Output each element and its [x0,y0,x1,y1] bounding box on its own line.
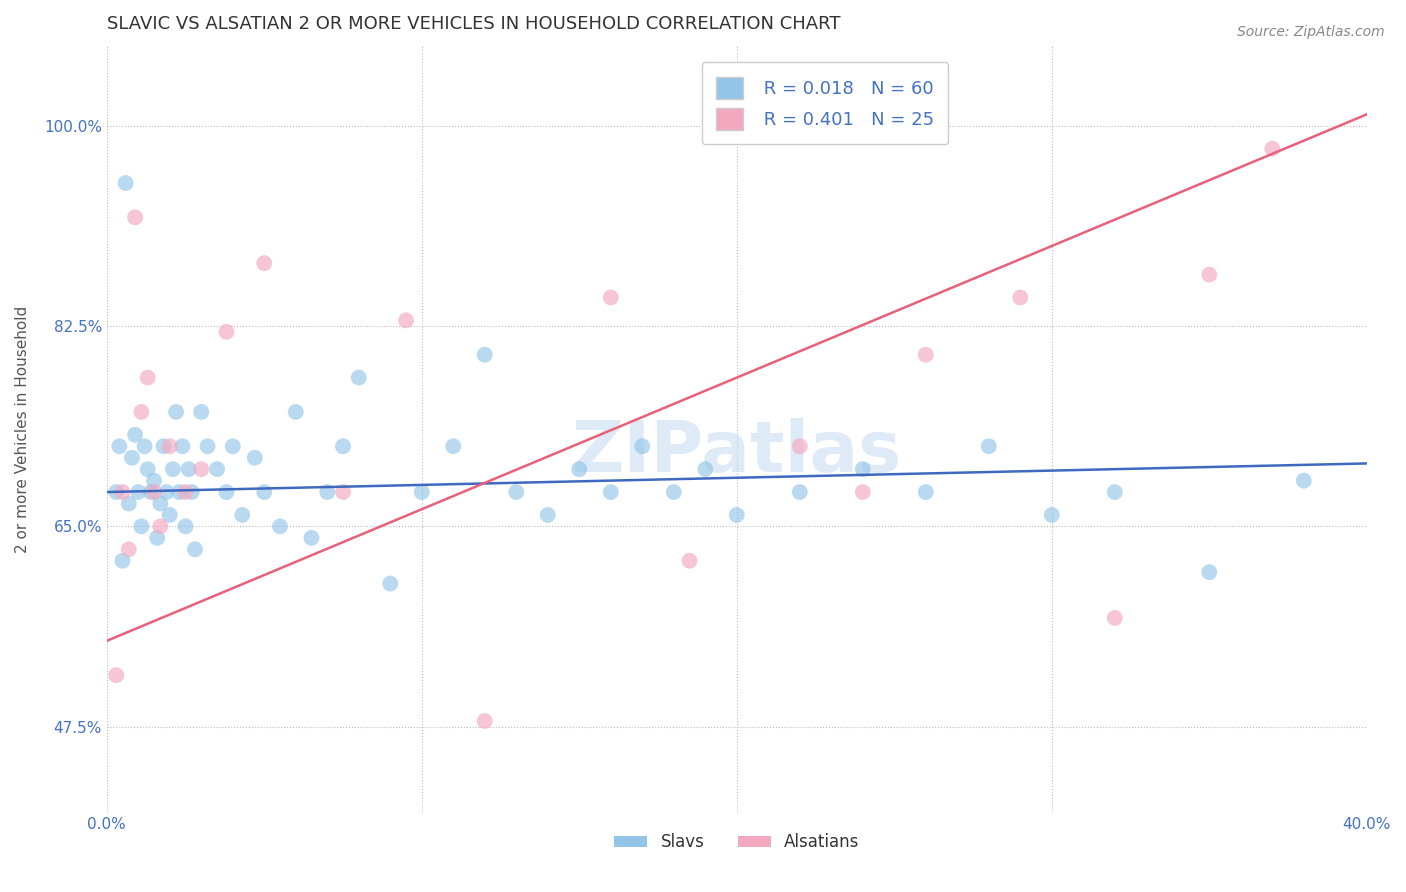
Point [599,485,621,500]
Point [197,439,219,453]
Point [118,542,141,557]
Point [124,211,146,225]
Point [159,508,181,522]
Point [253,485,276,500]
Point [180,485,202,500]
Point [152,439,174,453]
Point [411,485,433,500]
Point [695,462,717,476]
Point [301,531,323,545]
Point [118,496,141,510]
Point [111,485,134,500]
Text: Source: ZipAtlas.com: Source: ZipAtlas.com [1237,25,1385,39]
Point [134,439,156,453]
Point [474,348,496,362]
Point [205,462,228,476]
Point [108,439,131,453]
Point [441,439,464,453]
Point [332,439,354,453]
Point [190,405,212,419]
Point [111,554,134,568]
Point [105,668,128,682]
Point [174,519,197,533]
Point [131,519,153,533]
Point [852,462,875,476]
Point [159,439,181,453]
Point [631,439,654,453]
Point [599,290,621,304]
Point [215,325,238,339]
Point [149,496,172,510]
Point [172,439,194,453]
Point [253,256,276,270]
Point [852,485,875,500]
Point [136,462,159,476]
Point [105,485,128,500]
Point [177,462,200,476]
Point [380,576,402,591]
Point [395,313,418,327]
Point [347,370,370,384]
Point [184,542,207,557]
Point [114,176,136,190]
Point [231,508,253,522]
Text: ZIPatlas: ZIPatlas [572,417,901,487]
Point [1261,142,1284,156]
Point [284,405,307,419]
Point [174,485,197,500]
Point [474,714,496,728]
Point [167,485,190,500]
Legend:  R = 0.018   N = 60,  R = 0.401   N = 25: R = 0.018 N = 60, R = 0.401 N = 25 [702,62,948,145]
Point [121,450,143,465]
Point [1198,565,1220,579]
Point [505,485,527,500]
Text: SLAVIC VS ALSATIAN 2 OR MORE VEHICLES IN HOUSEHOLD CORRELATION CHART: SLAVIC VS ALSATIAN 2 OR MORE VEHICLES IN… [107,15,841,33]
Point [789,485,811,500]
Point [332,485,354,500]
Point [222,439,245,453]
Point [1292,474,1315,488]
Point [139,485,162,500]
Point [568,462,591,476]
Point [662,485,685,500]
Point [789,439,811,453]
Point [243,450,266,465]
Point [977,439,1000,453]
Point [269,519,291,533]
Point [136,370,159,384]
Point [1010,290,1032,304]
Point [1104,485,1126,500]
Point [1198,268,1220,282]
Point [146,531,169,545]
Point [149,519,172,533]
Point [678,554,700,568]
Point [165,405,187,419]
Point [190,462,212,476]
Point [155,485,177,500]
Y-axis label: 2 or more Vehicles in Household: 2 or more Vehicles in Household [15,305,30,553]
Point [124,427,146,442]
Point [127,485,149,500]
Point [143,474,166,488]
Point [316,485,339,500]
Point [1040,508,1063,522]
Point [725,508,748,522]
Point [131,405,153,419]
Point [914,348,936,362]
Point [914,485,936,500]
Point [215,485,238,500]
Point [1104,611,1126,625]
Point [162,462,184,476]
Point [143,485,166,500]
Point [537,508,560,522]
